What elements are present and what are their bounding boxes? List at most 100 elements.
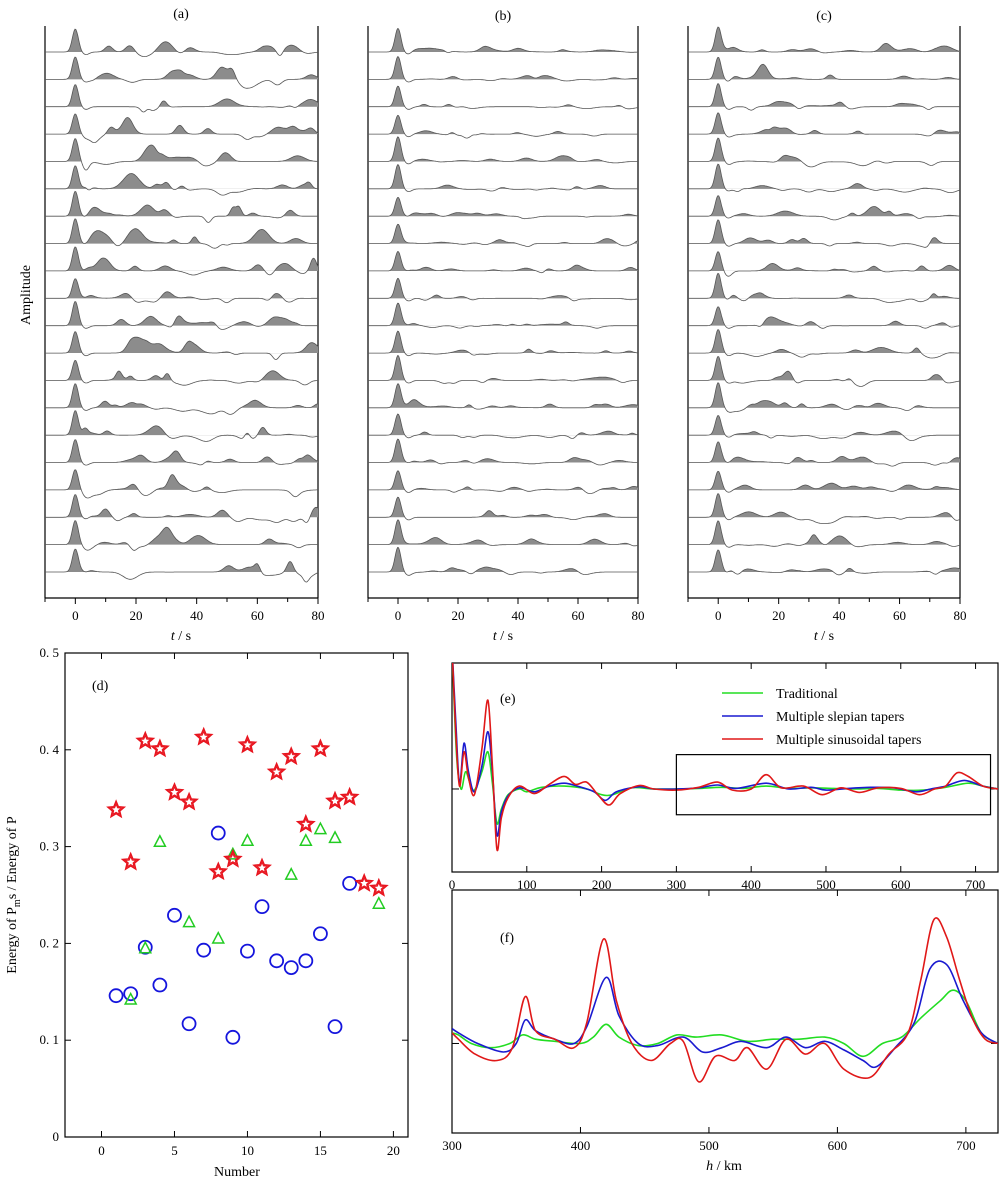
panel-f-xlabel-var: h	[706, 1159, 713, 1174]
panel-e-ticks: 0 100 200 300 400 500 600 700	[449, 663, 998, 892]
trace-line-a-19	[45, 520, 318, 551]
trace-fill-b-11	[368, 303, 638, 326]
trace-fill-c-17	[688, 471, 960, 490]
trace-fill-b-14	[368, 383, 638, 408]
panel-b: (b) 0 20 40 60 80 t / s	[367, 9, 645, 644]
d-point-circle-1	[108, 988, 124, 1004]
trace-fill-a-13	[45, 360, 318, 381]
panel-f-frame	[451, 889, 999, 1134]
d-point-triangle-7	[240, 833, 255, 847]
panel-d-ylabel-sub: m	[12, 899, 23, 907]
trace-line-b-17	[368, 470, 639, 494]
trace-fill-b-7	[368, 197, 638, 217]
trace-line-a-5	[45, 138, 318, 171]
panel-a-label: (a)	[173, 7, 189, 22]
trace-line-c-16	[688, 441, 961, 467]
d-point-triangle-1	[123, 991, 138, 1005]
trace-fill-a-17	[45, 469, 318, 490]
xtick-label-b: 20	[452, 608, 465, 623]
trace-fill-a-11	[45, 301, 318, 326]
trace-line-c-13	[688, 356, 961, 387]
trace-line-c-20	[688, 549, 961, 576]
trace-fill-a-1	[45, 29, 318, 52]
trace-line-b-13	[368, 354, 638, 384]
d-point-star-5	[164, 781, 185, 801]
panel-c-xlabel-var: t	[814, 629, 819, 644]
f-xtick-label: 300	[442, 1138, 462, 1153]
d-point-star-inner-14	[299, 817, 313, 830]
d-ytick-label: 0. 4	[40, 742, 60, 757]
trace-fill-b-13	[368, 355, 638, 381]
trace-line-b-18	[368, 496, 638, 521]
panel-e-legend: Traditional Multiple slepian tapers Multip…	[722, 687, 921, 748]
d-point-star-inner-11	[255, 861, 269, 874]
d-point-star-inner-17	[343, 790, 357, 803]
trace-fill-c-3	[688, 83, 960, 107]
d-point-triangle-2	[138, 940, 153, 954]
trace-line-b-16	[368, 438, 638, 466]
trace-fill-a-12	[45, 331, 318, 354]
trace-line-a-20	[45, 548, 319, 583]
f-xtick-label: 600	[828, 1138, 848, 1153]
d-point-circle-4	[152, 977, 168, 993]
trace-fill-c-16	[688, 441, 960, 463]
panel-a-xticks: 0 20 40 60 80	[44, 598, 325, 623]
panel-d-ylabel-pre: Energy of P	[5, 907, 20, 974]
trace-fill-c-1	[688, 27, 960, 52]
panel-c-xlabel-unit: s	[829, 629, 834, 644]
d-ytick-label: 0. 1	[40, 1032, 60, 1047]
trace-line-a-12	[45, 331, 319, 360]
d-point-star-inner-19	[372, 881, 386, 894]
d-point-star-16	[325, 790, 345, 810]
d-point-circle-16	[327, 1019, 343, 1035]
trace-fill-c-7	[688, 195, 960, 217]
trace-line-a-18	[45, 494, 319, 523]
panel-c-traces	[688, 26, 961, 576]
d-point-star-inner-18	[357, 876, 371, 889]
d-point-star-7	[193, 726, 214, 746]
d-point-star-18	[354, 872, 375, 892]
panel-a: (a) 0 20 40 60 80 t / s Amplitude	[19, 7, 325, 644]
trace-line-c-11	[688, 306, 960, 329]
panel-b-xlabel-var: t	[493, 629, 498, 644]
trace-fill-a-16	[45, 439, 318, 463]
trace-line-c-12	[688, 329, 960, 359]
trace-fill-b-15	[368, 414, 638, 436]
f-xtick-label: 500	[699, 1138, 719, 1153]
e-xtick-label: 100	[517, 877, 537, 892]
d-point-star-inner-2	[124, 855, 138, 868]
panel-f-lines	[452, 917, 998, 1083]
panel-f-label: (f)	[500, 931, 514, 946]
d-point-star-19	[368, 877, 389, 897]
trace-line-c-17	[688, 470, 960, 493]
panel-c-label: (c)	[816, 9, 832, 24]
trace-line-a-6	[45, 165, 319, 196]
trace-line-a-9	[45, 246, 319, 276]
panel-e: (e) 0 100 200 300 400 500 600 700 Traditional Mu…	[449, 662, 999, 892]
d-point-circle-5	[167, 907, 182, 923]
trace-line-a-14	[45, 383, 318, 415]
trace-fill-a-8	[45, 218, 318, 244]
trace-fill-b-6	[368, 164, 638, 189]
d-point-star-4	[149, 738, 170, 758]
trace-fill-a-20	[45, 549, 318, 572]
legend-label-1: Traditional	[776, 687, 838, 702]
d-point-circle-13	[283, 960, 299, 975]
panel-e-frame	[451, 662, 999, 873]
e-xtick-label: 700	[966, 877, 986, 892]
trace-fill-a-2	[45, 57, 318, 80]
trace-line-a-13	[45, 359, 318, 386]
d-point-circle-9	[225, 1029, 241, 1045]
d-point-circle-12	[269, 953, 285, 969]
trace-line-b-11	[368, 302, 638, 329]
d-point-star-9	[222, 848, 243, 868]
trace-fill-a-3	[45, 84, 318, 107]
xtick-label-b: 80	[632, 608, 645, 623]
panel-f-xlabel: h / km	[706, 1159, 742, 1174]
d-point-triangle-8	[284, 867, 298, 880]
d-point-circle-10	[240, 943, 255, 959]
trace-line-a-10	[45, 278, 318, 304]
d-point-star-inner-8	[211, 865, 225, 878]
trace-line-b-15	[368, 413, 639, 439]
